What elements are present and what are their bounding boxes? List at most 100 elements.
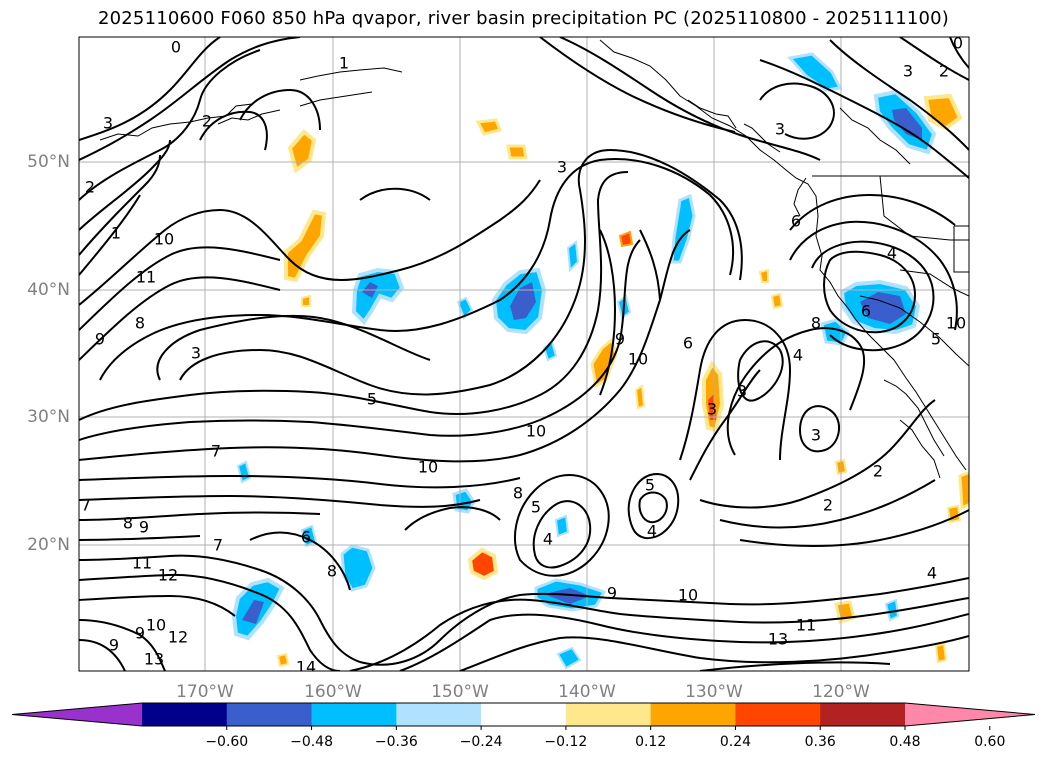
contour-label: 10	[678, 586, 698, 605]
shade-blob	[892, 108, 922, 140]
colorbar-tick-label: −0.12	[544, 734, 587, 750]
contour-label: 5	[645, 476, 655, 495]
shade-blob	[456, 296, 474, 320]
colorbar-segment	[650, 703, 736, 726]
contour-label: 8	[123, 514, 133, 533]
contour-label: 8	[327, 562, 337, 581]
shade-blob	[351, 267, 405, 326]
contour-label: 7	[211, 442, 221, 461]
contour-label: 4	[647, 522, 657, 541]
contour-label: 14	[296, 658, 316, 677]
contour-label: 3	[737, 382, 747, 401]
contour-label: 4	[887, 244, 897, 263]
contour-label: 0	[171, 38, 181, 57]
contour-label: 1	[111, 224, 121, 243]
shade-blob	[242, 600, 264, 624]
map-frame	[78, 36, 970, 672]
shade-blob	[634, 384, 646, 410]
contour-label: 9	[615, 330, 625, 349]
shade-blob	[787, 52, 843, 92]
colorbar-segment	[396, 703, 482, 726]
latitude-labels: 50°N 40°N 30°N 20°N	[27, 152, 70, 555]
contour-label: 9	[135, 624, 145, 643]
lon-label: 160°W	[304, 682, 362, 702]
contour-labels: 0 1 2 3 2 3 1 10 11 8 9 3 3 5 10 10 9 6 …	[81, 34, 966, 677]
shade-blob	[467, 547, 499, 581]
contour-label: 11	[132, 554, 152, 573]
contour-lines	[79, 37, 969, 671]
contour-label: 6	[683, 334, 693, 353]
shade-blob	[618, 230, 634, 248]
colorbar-extend-low	[12, 703, 142, 726]
contour-label: 10	[628, 350, 648, 369]
contour-label: 0	[953, 34, 963, 53]
colorbar-segment	[820, 703, 906, 726]
lon-label: 120°W	[812, 682, 870, 702]
shade-blob	[287, 129, 317, 174]
coastlines	[99, 39, 969, 479]
lat-label: 50°N	[27, 152, 70, 172]
shade-blob	[566, 240, 580, 273]
lon-label: 150°W	[431, 682, 489, 702]
contour-label: 3	[811, 426, 821, 445]
contour-label: 9	[95, 330, 105, 349]
shade-blob	[554, 514, 570, 538]
shade-blob	[475, 118, 503, 136]
contour-label: 6	[861, 302, 871, 321]
shade-blob	[506, 144, 528, 160]
colorbar-extend-high	[905, 703, 1035, 726]
contour-label: 12	[158, 566, 178, 585]
contour-label: 11	[796, 616, 816, 635]
contour-label: 13	[768, 630, 788, 649]
contour-label: 9	[139, 518, 149, 537]
colorbar-segment	[735, 703, 821, 726]
contour-label: 3	[707, 400, 717, 419]
contour-label: 4	[543, 530, 553, 549]
colorbar-segment	[226, 703, 313, 726]
contour-label: 2	[873, 462, 883, 481]
contour-label: 3	[775, 120, 785, 139]
shade-blob	[556, 646, 582, 670]
contour-label: 8	[811, 314, 821, 333]
contour-label: 3	[103, 114, 113, 133]
colorbar-segment	[142, 703, 228, 726]
shade-blob	[510, 282, 536, 320]
shade-blob	[301, 294, 311, 307]
contour-label: 11	[136, 268, 156, 287]
shade-blob	[276, 652, 290, 668]
lat-label: 30°N	[27, 407, 70, 427]
colorbar-tick-label: 0.36	[805, 734, 836, 750]
contour-label: 3	[903, 62, 913, 81]
shade-blob	[544, 588, 590, 604]
contour-label: 4	[793, 346, 803, 365]
colorbar-outline	[11, 702, 1036, 727]
shade-blob	[884, 598, 900, 622]
shade-blob	[934, 642, 948, 664]
colorbar-tick-label: 0.12	[635, 734, 666, 750]
contour-label: 8	[513, 484, 523, 503]
contour-label: 10	[946, 314, 966, 333]
shade-blob	[958, 470, 969, 511]
contour-label: 10	[146, 616, 166, 635]
lat-label: 20°N	[27, 535, 70, 555]
shade-blob	[923, 93, 963, 131]
colorbar-segment	[565, 703, 652, 726]
contour-label: 8	[135, 314, 145, 333]
contour-label: 1	[339, 54, 349, 73]
colorbar-segment	[311, 703, 397, 726]
colorbar-tick-label: −0.48	[290, 734, 333, 750]
contour-label: 9	[109, 636, 119, 655]
plot-title: 2025110600 F060 850 hPa qvapor, river ba…	[97, 8, 950, 29]
contour-label: 7	[213, 536, 223, 555]
contour-label: 2	[85, 178, 95, 197]
contour-label: 5	[531, 498, 541, 517]
shade-blob	[770, 292, 784, 310]
contour-label: 5	[367, 390, 377, 409]
shade-blob	[860, 292, 906, 324]
contour-label: 6	[301, 528, 311, 547]
shade-blob	[758, 268, 769, 283]
contour-label: 2	[939, 62, 949, 81]
contour-label: 7	[81, 496, 91, 515]
colorbar-tick-label: 0.48	[889, 734, 920, 750]
